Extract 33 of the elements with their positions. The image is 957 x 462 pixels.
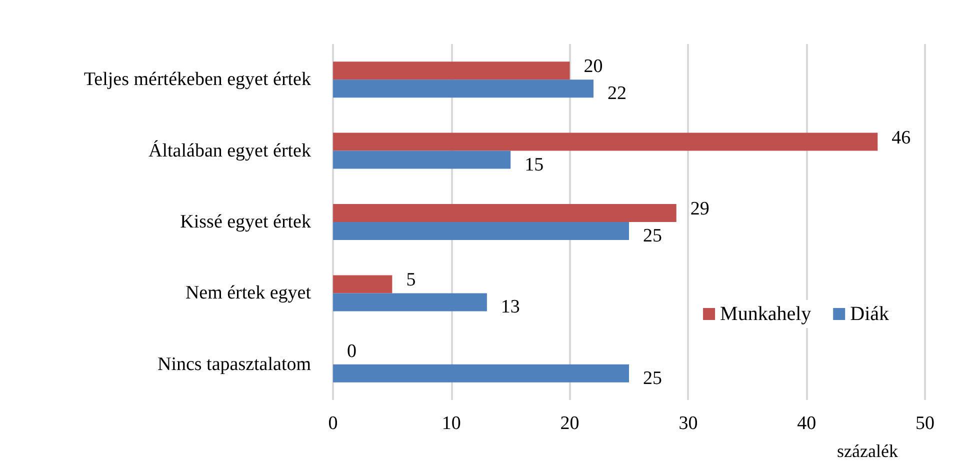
data-label: 22 bbox=[607, 83, 626, 104]
bar bbox=[333, 275, 392, 294]
legend-label: Diák bbox=[850, 303, 890, 325]
x-axis-title: százalék bbox=[837, 441, 898, 461]
data-label: 13 bbox=[500, 296, 520, 318]
x-tick-label: 10 bbox=[442, 413, 461, 434]
y-tick-label: Nincs tapasztalatom bbox=[157, 354, 312, 375]
y-tick-label: Teljes mértékeben egyet értek bbox=[84, 69, 312, 90]
bar bbox=[333, 150, 511, 169]
bar bbox=[333, 80, 594, 98]
data-label: 46 bbox=[892, 127, 911, 148]
x-tick-label: 30 bbox=[678, 413, 698, 434]
x-tick-label: 40 bbox=[797, 413, 816, 434]
bar bbox=[333, 364, 629, 382]
bar bbox=[333, 62, 570, 80]
data-label: 0 bbox=[347, 340, 356, 362]
bar bbox=[333, 204, 676, 222]
x-tick-label: 0 bbox=[328, 413, 338, 434]
y-tick-label: Általában egyet értek bbox=[148, 139, 312, 162]
data-label: 20 bbox=[584, 56, 603, 78]
legend-label: Munkahely bbox=[720, 303, 812, 325]
data-label: 5 bbox=[406, 270, 416, 291]
x-tick-label: 20 bbox=[560, 413, 580, 434]
bar bbox=[333, 132, 878, 151]
y-tick-label: Nem értek egyet bbox=[185, 282, 312, 304]
data-label: 15 bbox=[524, 154, 544, 176]
x-tick-label: 50 bbox=[916, 413, 934, 434]
bar bbox=[333, 293, 487, 312]
data-label: 25 bbox=[643, 368, 662, 389]
data-label: 25 bbox=[643, 226, 662, 246]
bar bbox=[333, 222, 629, 240]
y-tick-label: Kissé egyet értek bbox=[180, 212, 312, 232]
data-label: 29 bbox=[690, 198, 710, 220]
